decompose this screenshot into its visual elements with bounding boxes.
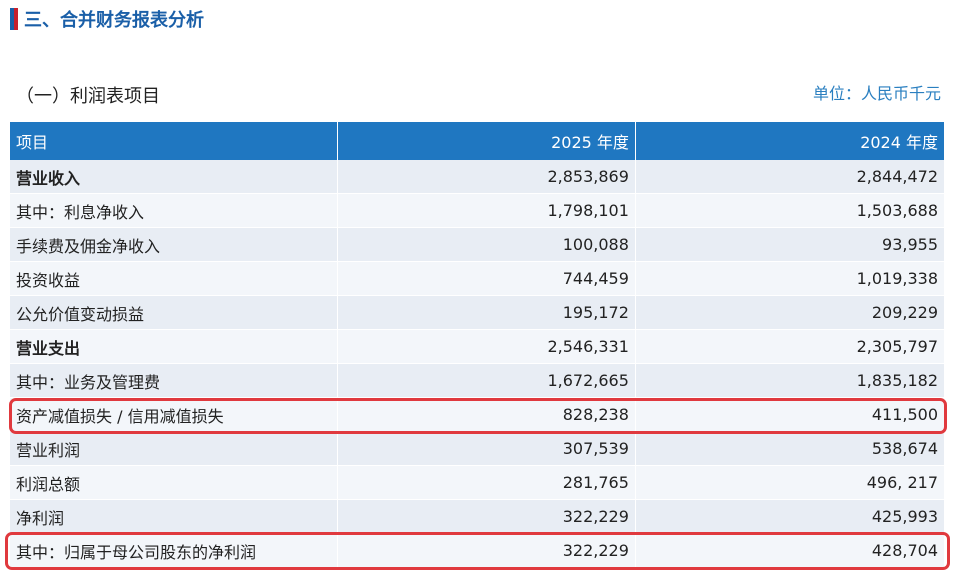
subsection-title: （一）利润表项目 xyxy=(16,86,160,107)
row-label: 净利润 xyxy=(10,499,338,534)
row-label: 公允价值变动损益 xyxy=(10,295,338,330)
table-row: 净利润 322,229 425,993 xyxy=(10,499,944,534)
table-row: 营业收入 2,853,869 2,844,472 xyxy=(10,160,944,194)
value-2025: 2,853,869 xyxy=(337,160,636,194)
flag-icon xyxy=(10,8,18,30)
row-label: 其中：业务及管理费 xyxy=(10,363,338,398)
value-2024: 2,305,797 xyxy=(635,329,944,364)
table-row: 其中：归属于母公司股东的净利润 322,229 428,704 xyxy=(10,533,944,568)
value-2024: 1,835,182 xyxy=(635,363,944,398)
table-row: 营业支出 2,546,331 2,305,797 xyxy=(10,329,944,364)
value-2025: 100,088 xyxy=(337,227,636,262)
row-label: 其中：归属于母公司股东的净利润 xyxy=(10,533,338,568)
value-2024: 496, 217 xyxy=(635,465,944,500)
value-2024: 2,844,472 xyxy=(635,160,944,194)
table-row: 资产减值损失 / 信用减值损失 828,238 411,500 xyxy=(10,397,944,432)
value-2024: 93,955 xyxy=(635,227,944,262)
table-row: 投资收益 744,459 1,019,338 xyxy=(10,261,944,296)
section-title: 三、合并财务报表分析 xyxy=(10,6,204,32)
header-2024: 2024 年度 xyxy=(635,122,944,160)
value-2024: 538,674 xyxy=(635,431,944,466)
row-label: 营业收入 xyxy=(10,160,338,194)
table-row: 其中：利息净收入 1,798,101 1,503,688 xyxy=(10,193,944,228)
row-label: 营业利润 xyxy=(10,431,338,466)
row-label: 手续费及佣金净收入 xyxy=(10,227,338,262)
value-2025: 307,539 xyxy=(337,431,636,466)
value-2025: 828,238 xyxy=(337,397,636,432)
table-row: 营业利润 307,539 538,674 xyxy=(10,431,944,466)
value-2024: 1,019,338 xyxy=(635,261,944,296)
table-row: 公允价值变动损益 195,172 209,229 xyxy=(10,295,944,330)
value-2024: 209,229 xyxy=(635,295,944,330)
income-statement-table: 项目 2025 年度 2024 年度 营业收入 2,853,869 2,844,… xyxy=(10,122,944,568)
value-2025: 1,672,665 xyxy=(337,363,636,398)
row-label: 营业支出 xyxy=(10,329,338,364)
value-2025: 322,229 xyxy=(337,499,636,534)
header-item: 项目 xyxy=(10,122,338,160)
value-2025: 744,459 xyxy=(337,261,636,296)
table-row: 手续费及佣金净收入 100,088 93,955 xyxy=(10,227,944,262)
unit-label: 单位：人民币千元 xyxy=(812,84,941,103)
row-label: 利润总额 xyxy=(10,465,338,500)
row-label: 其中：利息净收入 xyxy=(10,193,338,228)
section-title-text: 三、合并财务报表分析 xyxy=(24,10,204,31)
row-label: 投资收益 xyxy=(10,261,338,296)
value-2024: 428,704 xyxy=(635,533,944,568)
value-2025: 281,765 xyxy=(337,465,636,500)
value-2024: 425,993 xyxy=(635,499,944,534)
row-label: 资产减值损失 / 信用减值损失 xyxy=(10,397,338,432)
value-2025: 2,546,331 xyxy=(337,329,636,364)
table-row: 其中：业务及管理费 1,672,665 1,835,182 xyxy=(10,363,944,398)
value-2025: 195,172 xyxy=(337,295,636,330)
header-2025: 2025 年度 xyxy=(337,122,636,160)
value-2024: 411,500 xyxy=(635,397,944,432)
table-header-row: 项目 2025 年度 2024 年度 xyxy=(10,122,944,160)
table-row: 利润总额 281,765 496, 217 xyxy=(10,465,944,500)
value-2024: 1,503,688 xyxy=(635,193,944,228)
value-2025: 1,798,101 xyxy=(337,193,636,228)
value-2025: 322,229 xyxy=(337,533,636,568)
